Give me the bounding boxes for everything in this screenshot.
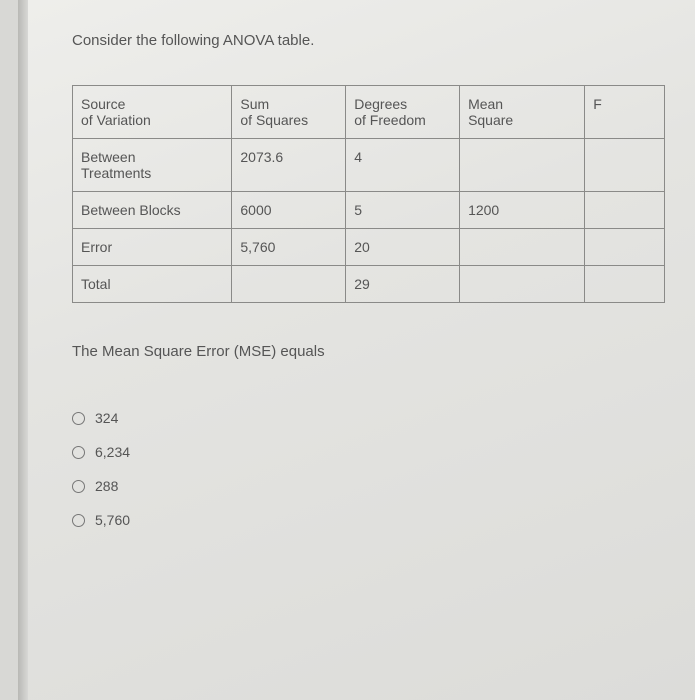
cell-df: 29	[346, 266, 460, 303]
col-header-label: Source	[81, 96, 125, 112]
cell-ms: 1200	[460, 192, 585, 229]
option-label: 6,234	[95, 444, 130, 460]
radio-icon	[72, 514, 85, 527]
cell-text: Between	[81, 149, 135, 165]
answer-option[interactable]: 5,760	[72, 512, 665, 528]
table-row: Error 5,760 20	[73, 229, 665, 266]
answer-options: 324 6,234 288 5,760	[72, 410, 665, 528]
cell-ss	[232, 266, 346, 303]
cell-df: 20	[346, 229, 460, 266]
cell-source: Between Blocks	[73, 192, 232, 229]
table-header-row: Source of Variation Sum of Squares Degre…	[73, 86, 665, 139]
option-label: 324	[95, 410, 118, 426]
col-header-label: F	[593, 96, 602, 112]
answer-option[interactable]: 6,234	[72, 444, 665, 460]
cell-text: Error	[81, 239, 112, 255]
cell-ss: 2073.6	[232, 139, 346, 192]
col-header-label: Square	[468, 112, 513, 128]
cell-f	[585, 192, 665, 229]
answer-option[interactable]: 324	[72, 410, 665, 426]
question-page: Consider the following ANOVA table. Sour…	[28, 0, 695, 700]
option-label: 5,760	[95, 512, 130, 528]
col-header-label: of Freedom	[354, 112, 426, 128]
cell-source: Between Treatments	[73, 139, 232, 192]
cell-ss: 5,760	[232, 229, 346, 266]
col-header-sum: Sum of Squares	[232, 86, 346, 139]
table-row: Between Blocks 6000 5 1200	[73, 192, 665, 229]
cell-ms	[460, 139, 585, 192]
col-header-source: Source of Variation	[73, 86, 232, 139]
cell-ss: 6000	[232, 192, 346, 229]
col-header-label: Sum	[240, 96, 269, 112]
prompt-text: Consider the following ANOVA table.	[72, 32, 665, 49]
cell-df: 5	[346, 192, 460, 229]
table-row: Between Treatments 2073.6 4	[73, 139, 665, 192]
col-header-df: Degrees of Freedom	[346, 86, 460, 139]
col-header-label: of Variation	[81, 112, 151, 128]
cell-f	[585, 139, 665, 192]
col-header-label: Mean	[468, 96, 503, 112]
cell-source: Total	[73, 266, 232, 303]
cell-df: 4	[346, 139, 460, 192]
col-header-label: Degrees	[354, 96, 407, 112]
anova-table: Source of Variation Sum of Squares Degre…	[72, 85, 665, 303]
cell-text: Treatments	[81, 165, 151, 181]
radio-icon	[72, 480, 85, 493]
option-label: 288	[95, 478, 118, 494]
cell-ms	[460, 229, 585, 266]
cell-ms	[460, 266, 585, 303]
cell-source: Error	[73, 229, 232, 266]
cell-f	[585, 229, 665, 266]
col-header-label: of Squares	[240, 112, 308, 128]
cell-f	[585, 266, 665, 303]
cell-text: Total	[81, 276, 111, 292]
radio-icon	[72, 446, 85, 459]
answer-option[interactable]: 288	[72, 478, 665, 494]
col-header-ms: Mean Square	[460, 86, 585, 139]
col-header-f: F	[585, 86, 665, 139]
question-text: The Mean Square Error (MSE) equals	[72, 343, 665, 360]
cell-text: Between Blocks	[81, 202, 181, 218]
radio-icon	[72, 412, 85, 425]
table-row: Total 29	[73, 266, 665, 303]
